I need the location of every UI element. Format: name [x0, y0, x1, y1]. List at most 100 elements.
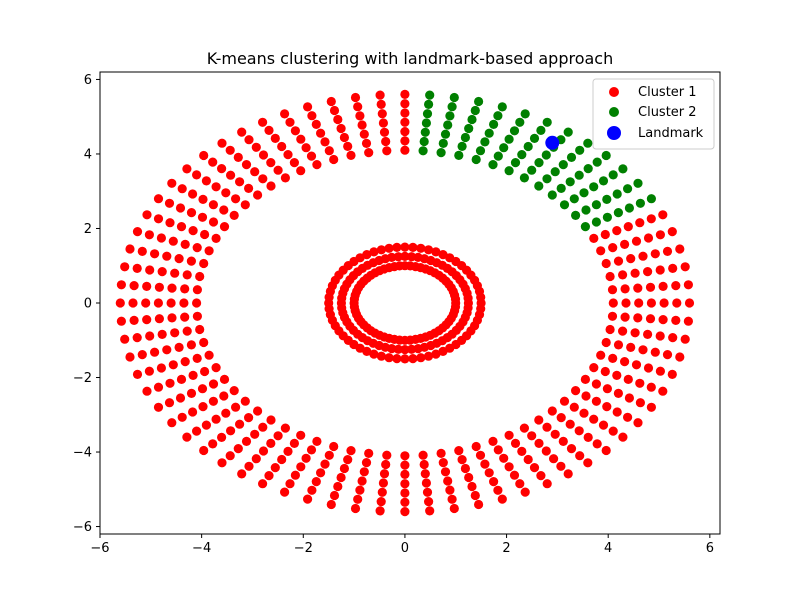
cluster-2-point: [601, 150, 611, 161]
cluster-1-point: [645, 282, 656, 292]
cluster-1-point: [303, 102, 313, 112]
cluster-1-point: [658, 281, 668, 291]
cluster-1-point: [400, 488, 410, 498]
cluster-1-point: [208, 439, 218, 449]
cluster-1-point: [680, 262, 690, 272]
cluster-1-point: [326, 96, 336, 107]
cluster-2-point: [467, 114, 477, 125]
cluster-1-point: [156, 233, 166, 243]
cluster-1-point: [620, 284, 630, 294]
cluster-1-point: [633, 313, 643, 323]
cluster-1-point: [565, 419, 575, 429]
cluster-1-point: [400, 345, 410, 355]
cluster-1-point: [241, 160, 252, 170]
cluster-1-point: [301, 143, 311, 153]
cluster-1-point: [197, 384, 208, 394]
cluster-1-point: [258, 150, 269, 160]
cluster-1-point: [638, 251, 648, 261]
cluster-2-point: [534, 181, 544, 191]
cluster-1-point: [474, 499, 484, 510]
cluster-1-point: [542, 479, 552, 489]
y-tick-label: 4: [84, 147, 92, 162]
cluster-1-point: [324, 450, 334, 460]
cluster-1-point: [598, 420, 609, 430]
cluster-1-point: [289, 438, 299, 448]
cluster-1-point: [369, 349, 379, 359]
cluster-1-point: [408, 242, 418, 252]
cluster-1-point: [633, 283, 643, 293]
cluster-1-point: [612, 226, 622, 236]
cluster-1-point: [175, 393, 186, 403]
cluster-1-point: [142, 210, 152, 220]
cluster-1-point: [132, 333, 142, 343]
cluster-2-point: [571, 210, 581, 220]
cluster-1-point: [534, 438, 544, 448]
cluster-1-point: [569, 402, 579, 412]
legend-marker-cluster-2: [609, 107, 619, 117]
cluster-1-point: [634, 298, 644, 308]
cluster-2-point: [591, 217, 602, 227]
cluster-1-point: [144, 366, 154, 376]
cluster-1-point: [283, 150, 293, 160]
cluster-1-point: [141, 298, 151, 308]
cluster-1-point: [324, 146, 334, 156]
cluster-1-point: [529, 463, 540, 473]
cluster-1-point: [167, 283, 177, 293]
cluster-1-point: [645, 314, 656, 324]
cluster-2-point: [517, 150, 527, 160]
cluster-1-point: [510, 438, 521, 448]
cluster-1-point: [208, 379, 219, 389]
cluster-2-point: [499, 143, 509, 153]
cluster-1-point: [359, 129, 369, 139]
cluster-1-point: [150, 347, 160, 357]
cluster-1-point: [208, 217, 219, 227]
cluster-1-point: [166, 298, 176, 308]
cluster-1-point: [422, 487, 433, 497]
cluster-1-point: [115, 298, 125, 308]
cluster-1-point: [400, 451, 410, 461]
cluster-1-point: [440, 467, 451, 477]
cluster-1-point: [176, 222, 187, 232]
cluster-1-point: [182, 432, 192, 442]
cluster-2-point: [581, 205, 591, 215]
cluster-1-point: [350, 503, 361, 514]
cluster-1-point: [608, 243, 618, 253]
cluster-1-point: [601, 258, 611, 269]
cluster-1-point: [613, 256, 624, 266]
cluster-1-point: [612, 370, 622, 380]
cluster-1-point: [655, 265, 665, 275]
cluster-1-point: [164, 398, 175, 408]
cluster-1-point: [601, 337, 611, 348]
cluster-1-point: [188, 370, 198, 380]
cluster-1-point: [301, 453, 311, 463]
cluster-1-point: [646, 382, 656, 392]
cluster-1-point: [493, 445, 503, 455]
cluster-1-point: [170, 268, 180, 278]
cluster-1-point: [369, 247, 379, 257]
cluster-1-point: [329, 154, 339, 165]
cluster-2-point: [419, 136, 429, 147]
cluster-1-point: [188, 407, 198, 417]
cluster-1-point: [280, 109, 290, 119]
cluster-1-point: [235, 177, 245, 187]
cluster-1-point: [204, 350, 214, 360]
cluster-2-point: [592, 157, 602, 167]
cluster-1-point: [250, 167, 260, 177]
cluster-1-point: [499, 453, 509, 463]
cluster-1-point: [167, 178, 177, 188]
cluster-1-point: [515, 479, 525, 489]
cluster-1-point: [217, 164, 227, 174]
cluster-1-point: [600, 229, 610, 240]
cluster-1-point: [376, 351, 386, 361]
cluster-1-point: [431, 349, 441, 359]
cluster-1-point: [235, 419, 245, 429]
legend-label-cluster-2: Cluster 2: [638, 105, 697, 120]
cluster-1-point: [204, 246, 214, 256]
cluster-1-point: [244, 135, 254, 145]
cluster-1-point: [221, 188, 231, 198]
cluster-1-point: [199, 445, 209, 456]
cluster-2-point: [536, 125, 546, 135]
cluster-1-point: [675, 352, 685, 362]
cluster-1-point: [375, 506, 385, 516]
cluster-1-point: [132, 369, 143, 379]
